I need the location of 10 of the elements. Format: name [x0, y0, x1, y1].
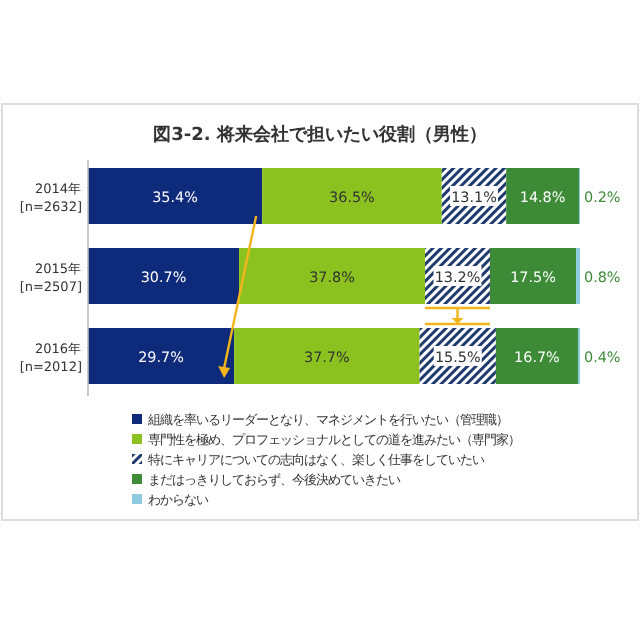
bar — [88, 168, 263, 224]
chart-title: 図3-2. 将来会社で担いたい役割（男性） — [153, 124, 487, 146]
bar — [88, 328, 235, 384]
bar — [489, 248, 577, 304]
bar — [234, 328, 420, 384]
bar — [506, 168, 580, 224]
bar — [88, 248, 240, 304]
bar — [239, 248, 426, 304]
bar — [495, 328, 579, 384]
bar — [262, 168, 442, 224]
